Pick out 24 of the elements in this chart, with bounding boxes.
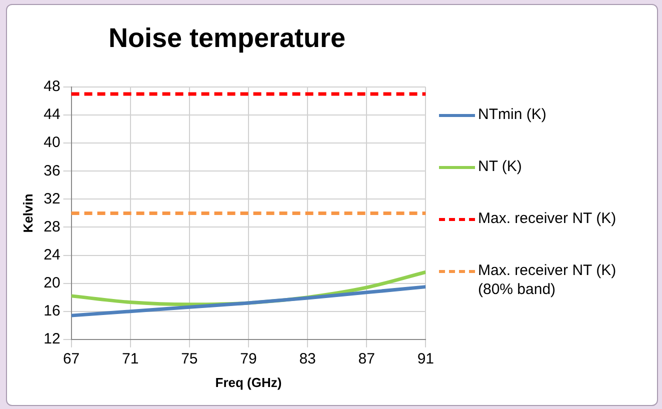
- x-axis-title: Freq (GHz): [215, 374, 282, 390]
- y-tick-label: 24: [44, 246, 60, 264]
- legend-label: Max. receiver NT (K): [478, 209, 618, 228]
- y-tick-label: 20: [44, 274, 60, 292]
- y-tick-label: 36: [44, 162, 60, 180]
- y-tick-label: 28: [44, 218, 60, 236]
- y-tick-label: 40: [44, 134, 60, 152]
- legend-label: NT (K): [478, 157, 523, 176]
- y-tick-label: 16: [44, 302, 60, 320]
- y-tick-label: 12: [44, 330, 60, 348]
- chart-title: Noise temperature: [107, 23, 347, 54]
- x-tick-label: 87: [358, 350, 375, 368]
- y-axis-title: Kelvin: [20, 194, 36, 233]
- y-tick-label: 32: [44, 190, 60, 208]
- legend-label: Max. receiver NT (K) (80% band): [478, 261, 618, 299]
- x-tick-label: 71: [122, 350, 139, 368]
- y-tick-label: 48: [44, 78, 60, 96]
- x-tick-label: 75: [181, 350, 198, 368]
- x-tick-label: 83: [299, 350, 316, 368]
- x-tick-label: 91: [417, 350, 434, 368]
- x-tick-label: 67: [62, 350, 80, 368]
- y-tick-label: 44: [44, 106, 60, 124]
- x-tick-label: 79: [240, 350, 257, 368]
- legend-label: NTmin (K): [478, 105, 548, 124]
